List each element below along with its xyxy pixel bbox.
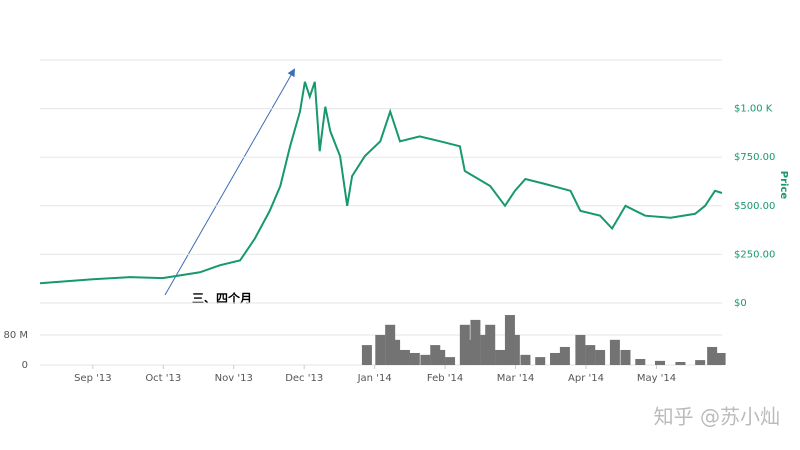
price-line (39, 81, 723, 285)
x-tick-label: Apr '14 (568, 373, 604, 384)
volume-bar (675, 361, 686, 365)
volume-bar (470, 319, 481, 365)
volume-bar (375, 334, 386, 365)
x-tick-label: Mar '14 (497, 373, 535, 384)
volume-bar (559, 346, 570, 365)
y-tick-label: $1.00 K (734, 104, 773, 115)
volume-bar (695, 360, 706, 365)
volume-bar (595, 349, 606, 365)
x-tick-label: Oct '13 (145, 373, 181, 384)
annotation-arrow (164, 68, 295, 296)
x-tick-label: Feb '14 (427, 373, 463, 384)
volume-bar (655, 360, 665, 365)
y-axis-label: Price (778, 171, 789, 200)
x-tick-label: Jan '14 (357, 373, 392, 384)
volume-bar (550, 352, 561, 365)
watermark: 知乎 @苏小灿 (654, 405, 780, 429)
volume-bar (485, 324, 496, 365)
volume-bar (635, 358, 646, 365)
volume-bar (390, 339, 401, 365)
volume-bar (707, 346, 718, 365)
x-tick-label: May '14 (637, 373, 676, 384)
y-tick-label: 80 M (3, 330, 28, 341)
volume-bar (399, 349, 410, 365)
volume-bar (609, 339, 620, 365)
x-tick-label: Sep '13 (74, 373, 112, 384)
y-tick-label: $250.00 (734, 249, 775, 260)
y-tick-label: $750.00 (734, 152, 775, 163)
volume-bar (509, 334, 520, 365)
volume-bar (575, 334, 586, 365)
volume-bar (535, 357, 546, 365)
x-tick-label: Nov '13 (215, 373, 253, 384)
volume-bar (420, 354, 431, 365)
volume-bar (495, 349, 506, 365)
volume-bar (585, 345, 596, 365)
y-tick-label: 0 (22, 360, 28, 371)
volume-bar (459, 324, 470, 365)
volume-bar (620, 349, 631, 365)
volume-bar (520, 354, 531, 365)
volume-bar (435, 349, 446, 365)
volume-bar (445, 357, 456, 365)
volume-bar (361, 345, 372, 365)
annotation: 三、四个月 (192, 291, 252, 306)
y-tick-label: $500.00 (734, 201, 775, 212)
volume-bar (409, 352, 420, 365)
x-tick-label: Dec '13 (285, 373, 323, 384)
volume-bar (715, 352, 726, 365)
y-tick-label: $0 (734, 298, 747, 309)
